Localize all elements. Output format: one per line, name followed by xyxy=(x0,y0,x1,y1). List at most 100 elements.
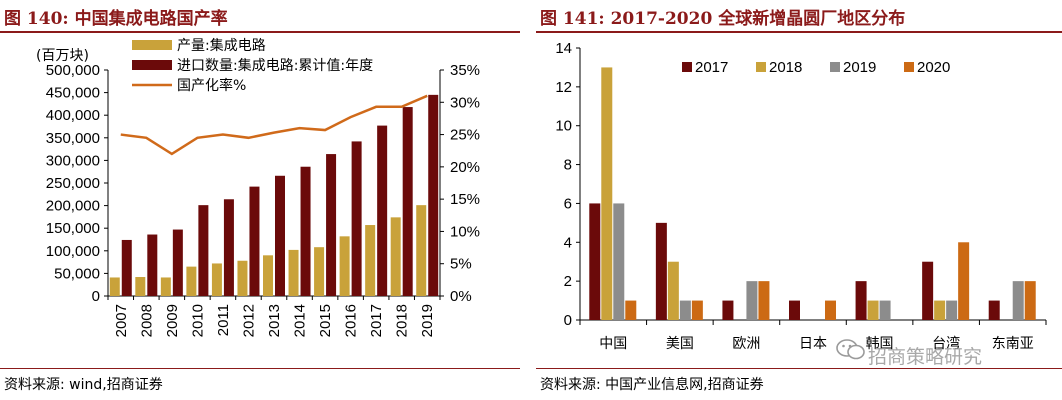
y-tick-label: 0 xyxy=(564,312,572,329)
x-tick-label: 2010 xyxy=(189,304,206,337)
wechat-icon xyxy=(836,339,865,360)
x-tick-label: 韩国 xyxy=(866,336,894,352)
title-rule-left xyxy=(0,31,520,33)
bar-2019 xyxy=(1012,281,1024,320)
bar-import xyxy=(121,239,132,296)
bar-2017 xyxy=(589,203,601,320)
bar-2020 xyxy=(691,300,703,320)
x-tick-label: 东南亚 xyxy=(992,336,1034,352)
legend-label-2017: 2017 xyxy=(695,59,728,76)
bar-import xyxy=(249,186,260,296)
bar-import xyxy=(428,94,439,296)
y-left-tick-label: 50,000 xyxy=(54,265,100,282)
y-right-tick-label: 30% xyxy=(450,94,480,111)
bar-production xyxy=(314,247,325,296)
legend-label-import: 进口数量:集成电路:累计值:年度 xyxy=(177,57,373,74)
y-left-tick-label: 250,000 xyxy=(46,175,100,192)
y-left-unit-label: (百万块) xyxy=(36,48,89,64)
bar-2020 xyxy=(825,300,836,320)
legend-swatch-2019 xyxy=(830,62,840,72)
x-tick-label: 2019 xyxy=(419,304,436,337)
y-left-tick-label: 450,000 xyxy=(46,85,100,102)
x-tick-label: 2017 xyxy=(368,304,385,337)
chart-panel-left: 图 140: 中国集成电路国产率 0 50,000 100,000 150,000 20… xyxy=(0,0,520,400)
x-tick-label: 2007 xyxy=(113,304,130,337)
bar-import xyxy=(198,205,209,296)
x-tick-label: 2015 xyxy=(317,304,334,337)
bar-2019 xyxy=(679,300,691,320)
x-tick-label: 2013 xyxy=(266,304,283,337)
bar-production xyxy=(416,205,427,296)
bar-production xyxy=(365,225,376,296)
bar-2017 xyxy=(722,300,734,320)
bar-2019 xyxy=(613,203,625,320)
bar-2018 xyxy=(667,261,679,320)
legend-swatch-2018 xyxy=(756,62,766,72)
y-right-tick-label: 10% xyxy=(450,223,480,240)
legend-label-2020: 2020 xyxy=(917,59,950,76)
bar-2017 xyxy=(855,281,867,320)
chart-title-left: 图 140: 中国集成电路国产率 xyxy=(4,9,228,29)
y-left-tick-label: 500,000 xyxy=(46,62,100,79)
source-note-left: 资料来源: wind,招商证券 xyxy=(4,377,163,393)
y-right-tick-label: 0% xyxy=(450,288,472,305)
x-tick-label: 欧洲 xyxy=(732,336,760,352)
chart-panel-right: 图 141: 2017-2020 全球新增晶圆厂地区分布 0 2 4 6 8 10 12 14… xyxy=(536,0,1062,400)
y-left-tick-label: 100,000 xyxy=(46,243,100,260)
bar-production xyxy=(135,277,146,296)
legend-label-production: 产量:集成电路 xyxy=(177,37,266,54)
bar-2017 xyxy=(988,300,1000,320)
source-note-right: 资料来源: 中国产业信息网,招商证券 xyxy=(540,377,764,393)
y-left-tick-label: 300,000 xyxy=(46,152,100,169)
bar-import xyxy=(377,125,388,296)
y-tick-label: 10 xyxy=(555,118,572,135)
chart-right-svg: 0 2 4 6 8 10 12 14 中国 美国 欧洲 日本 韩国 台湾 东南亚 2017 2018 2019 20… xyxy=(555,40,1047,352)
y-left-tick-label: 400,000 xyxy=(46,107,100,124)
legend-label-rate: 国产化率% xyxy=(177,77,246,94)
bar-production xyxy=(186,266,197,296)
y-tick-label: 8 xyxy=(564,157,572,174)
bar-production xyxy=(109,277,120,296)
bar-2018 xyxy=(934,300,946,320)
y-right-tick-label: 5% xyxy=(450,256,472,273)
title-rule-right xyxy=(536,31,1062,33)
chart-title-right: 图 141: 2017-2020 全球新增晶圆厂地区分布 xyxy=(540,9,906,29)
y-tick-label: 2 xyxy=(564,273,572,290)
x-tick-label: 台湾 xyxy=(932,335,960,352)
y-left-tick-label: 200,000 xyxy=(46,198,100,215)
y-right-tick-label: 25% xyxy=(450,127,480,144)
bar-production xyxy=(288,249,299,296)
legend-label-2019: 2019 xyxy=(843,59,876,76)
x-tick-label: 美国 xyxy=(666,336,694,352)
legend-label-2018: 2018 xyxy=(769,59,802,76)
bar-production xyxy=(237,260,248,296)
bar-2017 xyxy=(655,222,667,320)
bar-2019 xyxy=(879,300,891,320)
x-tick-label: 2018 xyxy=(394,304,411,337)
legend-swatch-2020 xyxy=(904,62,914,72)
y-left-tick-label: 350,000 xyxy=(46,130,100,147)
y-right-tick-label: 20% xyxy=(450,159,480,176)
bar-production xyxy=(211,263,222,296)
y-tick-label: 4 xyxy=(564,234,572,251)
chart-left-svg: 0 50,000 100,000 150,000 200,000 250,000 300,0… xyxy=(36,37,480,337)
x-tick-label: 日本 xyxy=(799,336,827,352)
bar-2020 xyxy=(758,281,770,320)
bar-production xyxy=(339,236,350,296)
y-tick-label: 6 xyxy=(564,195,572,212)
legend-swatch-2017 xyxy=(682,62,692,72)
bar-2019 xyxy=(746,281,758,320)
bar-2020 xyxy=(625,300,637,320)
watermark-text: 招商策略研究 xyxy=(868,346,983,368)
bar-import xyxy=(326,154,337,296)
x-tick-label: 2014 xyxy=(292,304,309,337)
bar-2019 xyxy=(946,300,958,320)
y-tick-label: 12 xyxy=(555,79,572,96)
x-tick-label: 2008 xyxy=(138,304,155,337)
x-tick-label: 2009 xyxy=(164,304,181,337)
bar-import xyxy=(172,229,183,296)
x-tick-label: 2016 xyxy=(343,304,360,337)
source-rule-right xyxy=(536,368,1062,369)
y-right-tick-label: 35% xyxy=(450,62,480,79)
y-right-tick-label: 15% xyxy=(450,191,480,208)
